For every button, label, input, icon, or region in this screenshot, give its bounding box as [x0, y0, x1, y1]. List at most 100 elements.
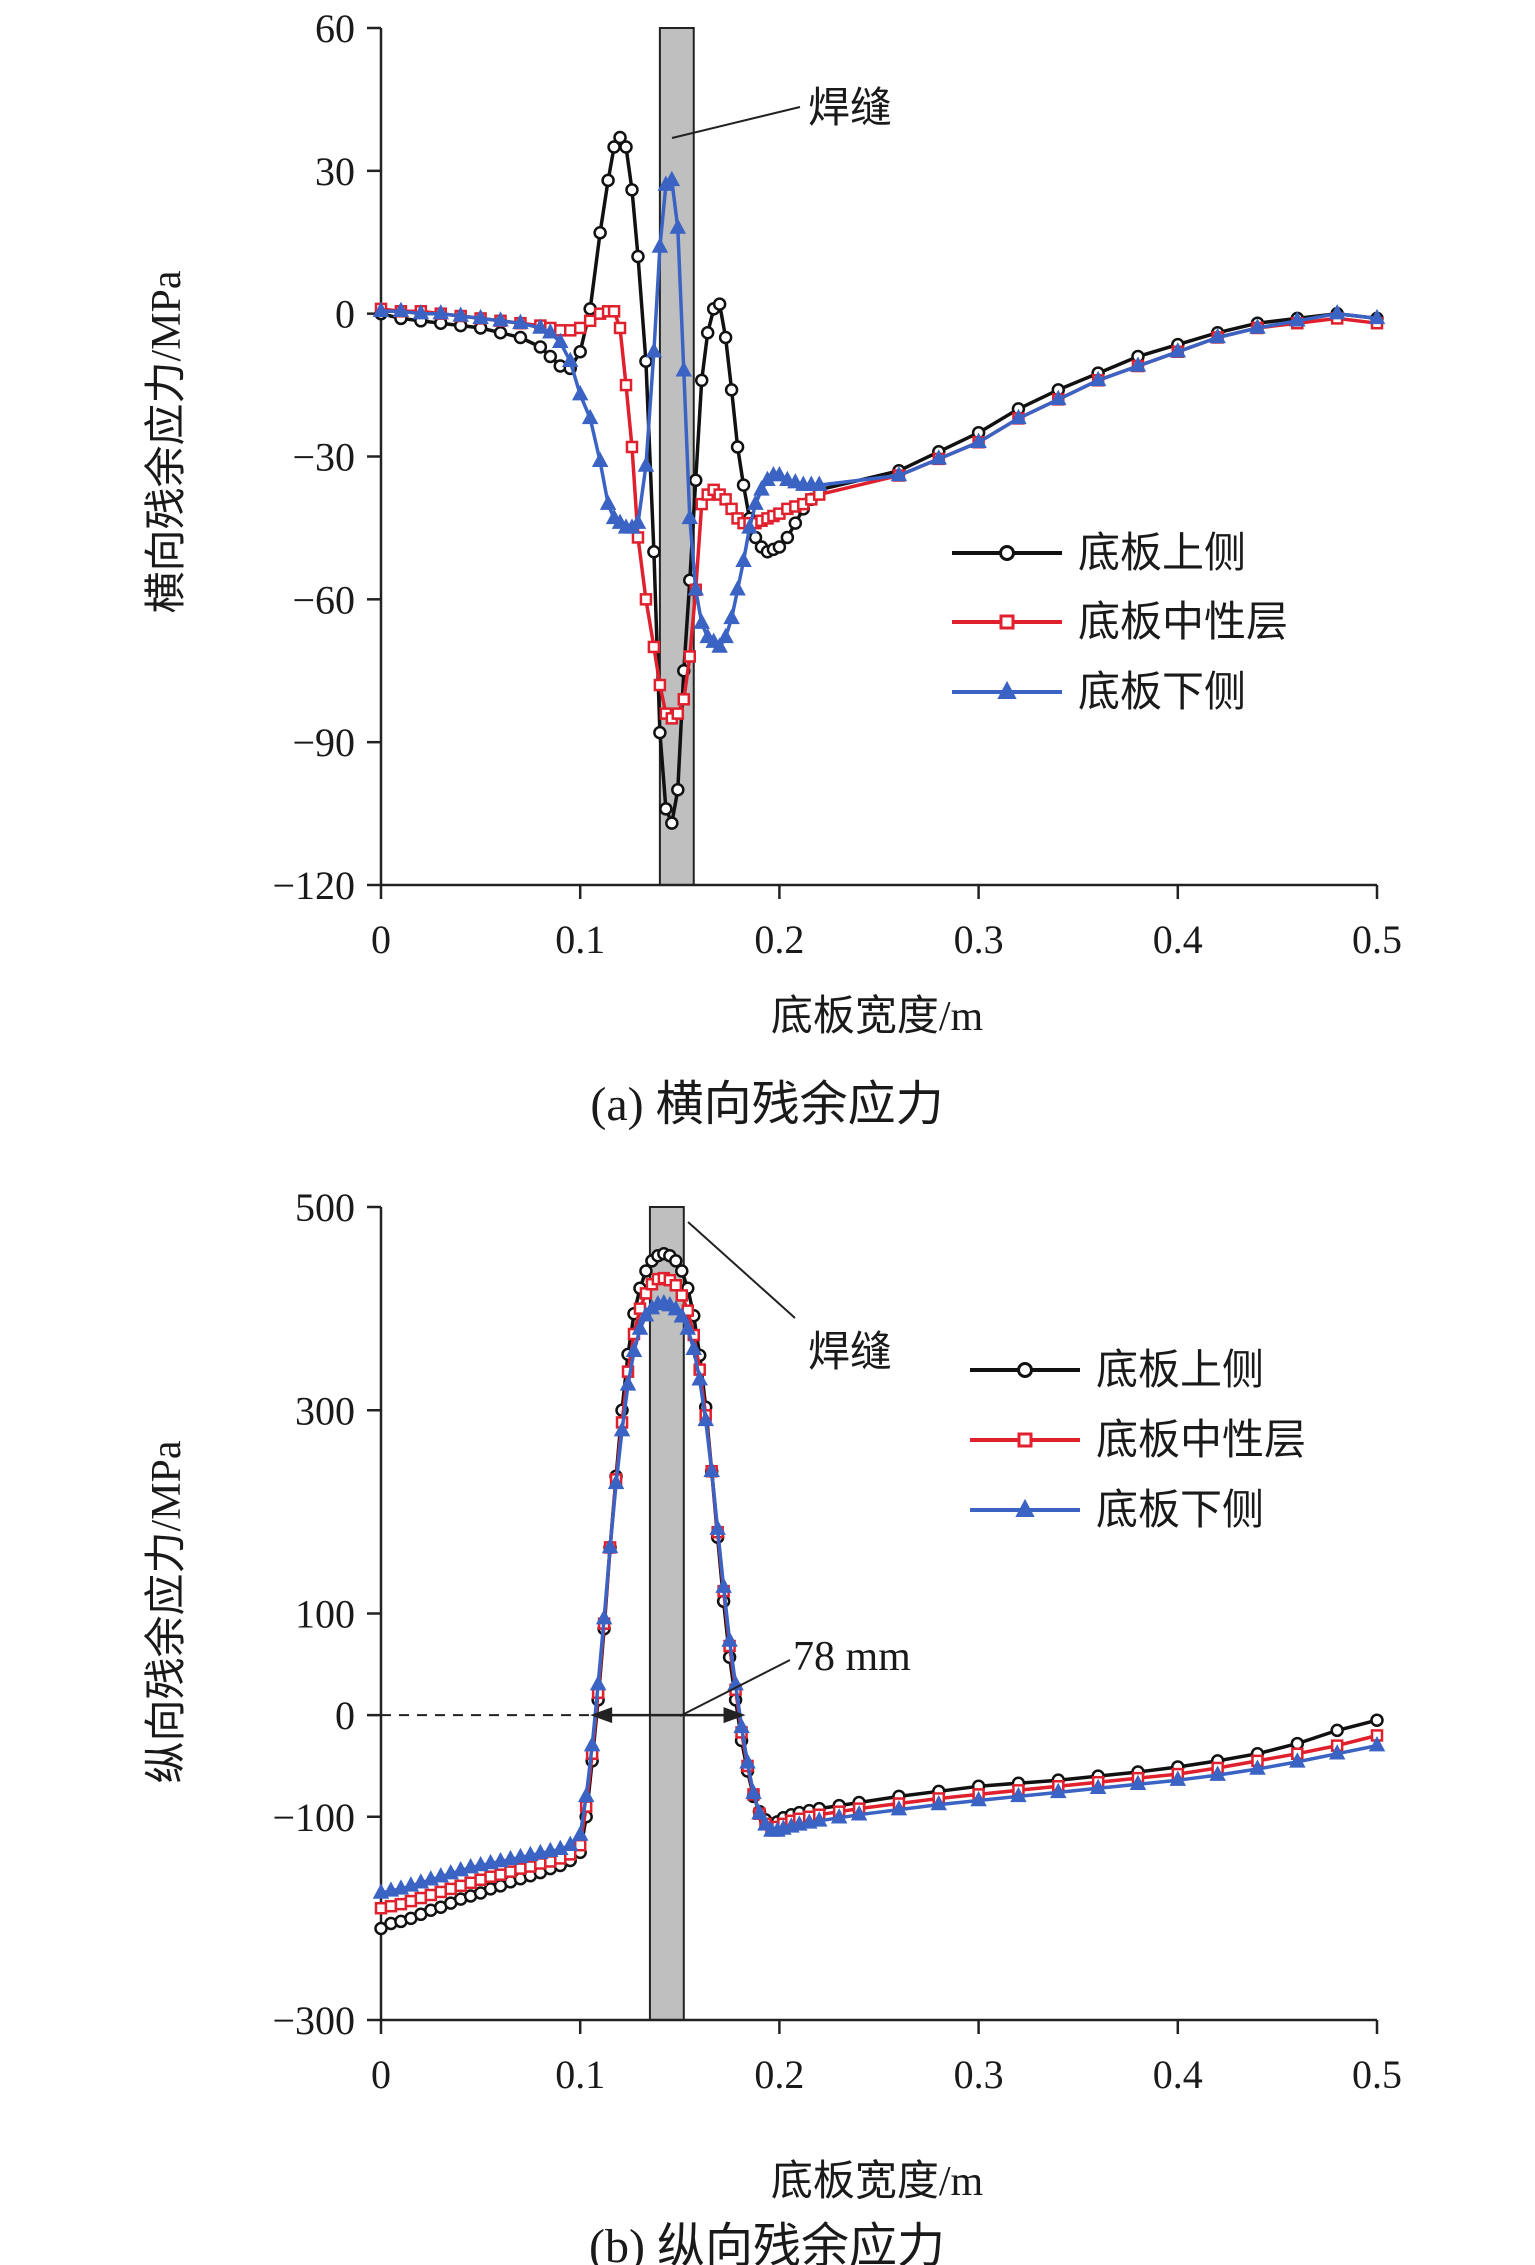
legend-text-upper-a: 底板上侧: [1078, 531, 1246, 577]
data-point-a-0: [772, 540, 787, 554]
data-point-a-2: [729, 580, 746, 596]
data-point-b-2: [613, 1420, 631, 1437]
data-point-a-2: [432, 304, 450, 320]
series-line-a-1: [380, 307, 1378, 721]
data-point-b-2: [1368, 1736, 1386, 1752]
data-point-a-0: [659, 802, 673, 816]
data-point-b-0: [1330, 1723, 1344, 1738]
series-group-b: [372, 1246, 1386, 1936]
data-point-a-2: [663, 170, 681, 187]
data-point-b-1: [675, 1289, 689, 1302]
data-point-b-2: [679, 1319, 697, 1335]
y-tick-label-a: 30: [315, 149, 355, 194]
data-point-b-2: [1089, 1778, 1107, 1795]
data-point-b-2: [561, 1835, 579, 1851]
data-point-a-2: [637, 456, 655, 472]
data-point-b-2: [721, 1631, 738, 1647]
data-point-a-0: [688, 473, 703, 488]
weld-leader-line-a: [671, 106, 801, 139]
data-point-a-2: [675, 361, 693, 377]
data-point-a-0: [493, 325, 508, 340]
y-tick-label-b: 300: [295, 1388, 355, 1433]
legend-text-lower-a: 底板下侧: [1078, 670, 1246, 716]
data-point-b-2: [1169, 1770, 1187, 1786]
data-point-a-0: [712, 297, 727, 311]
data-point-b-2: [970, 1790, 987, 1807]
data-point-b-2: [733, 1717, 750, 1734]
data-point-a-2: [753, 480, 770, 496]
data-point-a-2: [591, 451, 609, 468]
data-point-a-2: [472, 308, 489, 325]
data-point-a-2: [1129, 356, 1147, 372]
data-point-b-2: [715, 1577, 732, 1593]
data-point-a-1: [677, 693, 691, 706]
data-point-a-2: [930, 449, 948, 465]
x-tick-label-a: 0.2: [754, 917, 804, 962]
data-point-a-2: [717, 627, 734, 644]
data-point-a-2: [1169, 342, 1187, 358]
data-point-a-0: [700, 325, 715, 340]
panel-a-chart: 60 30 0 −30 −60 −90 −120 0 0.1 0.2 0.3 0.4 0.5 焊缝 横…: [143, 6, 1402, 1131]
data-point-a-2: [1328, 304, 1346, 320]
data-point-a-0: [543, 349, 558, 364]
data-point-b-2: [631, 1319, 649, 1335]
data-point-b-1: [434, 1885, 448, 1899]
data-point-a-0: [736, 478, 751, 492]
data-point-a-2: [645, 342, 663, 358]
data-point-a-0: [718, 330, 733, 345]
data-point-a-2: [372, 301, 390, 318]
data-point-b-1: [404, 1894, 418, 1908]
y-tick-label-a: −90: [292, 720, 355, 765]
data-point-b-2: [697, 1410, 714, 1427]
data-point-a-1: [671, 707, 685, 720]
y-tick-label-a: −30: [292, 435, 355, 480]
dimension-leader-line: [679, 1659, 791, 1717]
data-point-b-2: [583, 1736, 601, 1752]
data-point-b-2: [607, 1473, 625, 1490]
x-axis-label-b: 底板宽度/m: [771, 2158, 984, 2205]
y-tick-label-a: −60: [292, 577, 355, 622]
x-tick-label-b: 0.5: [1352, 2052, 1402, 2097]
data-point-a-2: [810, 475, 828, 491]
data-point-a-2: [1289, 311, 1306, 327]
x-tick-label-b: 0: [371, 2052, 391, 2097]
x-ticks-b: 0 0.1 0.2 0.3 0.4 0.5: [371, 2020, 1402, 2097]
data-point-a-2: [542, 323, 559, 339]
data-point-a-2: [741, 518, 758, 534]
x-tick-label-a: 0.3: [954, 917, 1004, 962]
data-point-b-2: [810, 1811, 828, 1827]
data-point-b-1: [374, 1901, 388, 1915]
data-point-a-2: [735, 551, 752, 567]
weld-label-b: 焊缝: [808, 1330, 892, 1376]
data-point-b-2: [1328, 1744, 1346, 1760]
data-point-a-2: [723, 608, 740, 625]
data-point-b-1: [504, 1865, 517, 1878]
legend-marker-mid-b: [1017, 1432, 1033, 1448]
axes-a: [379, 28, 1377, 887]
data-point-a-2: [970, 432, 987, 448]
data-point-a-1: [653, 678, 667, 692]
y-tick-label-b: −100: [272, 1795, 355, 1840]
dimension-arrowhead-left: [590, 1707, 613, 1724]
data-point-b-2: [1249, 1759, 1266, 1775]
data-point-a-0: [573, 345, 587, 359]
x-tick-label-b: 0.1: [555, 2052, 605, 2097]
y-tick-label-b: 500: [295, 1185, 355, 1230]
series-group-a: [372, 130, 1386, 830]
data-point-a-2: [747, 494, 764, 510]
data-point-b-1: [474, 1873, 487, 1887]
data-point-b-1: [424, 1888, 438, 1902]
data-point-b-1: [454, 1879, 467, 1893]
data-point-a-0: [533, 340, 548, 354]
data-point-b-2: [625, 1341, 643, 1358]
x-tick-label-a: 0.4: [1153, 917, 1203, 962]
data-point-b-1: [444, 1882, 457, 1896]
y-axis-label-a: 横向残余应力/MPa: [143, 270, 190, 613]
y-tick-label-a: 60: [315, 6, 355, 51]
data-point-b-2: [830, 1808, 848, 1824]
legend-text-mid-b: 底板中性层: [1096, 1418, 1306, 1464]
legend-marker-lower-a: [997, 680, 1017, 699]
y-ticks-a: 60 30 0 −30 −60 −90 −120: [272, 6, 381, 908]
x-tick-label-a: 0: [371, 917, 391, 962]
